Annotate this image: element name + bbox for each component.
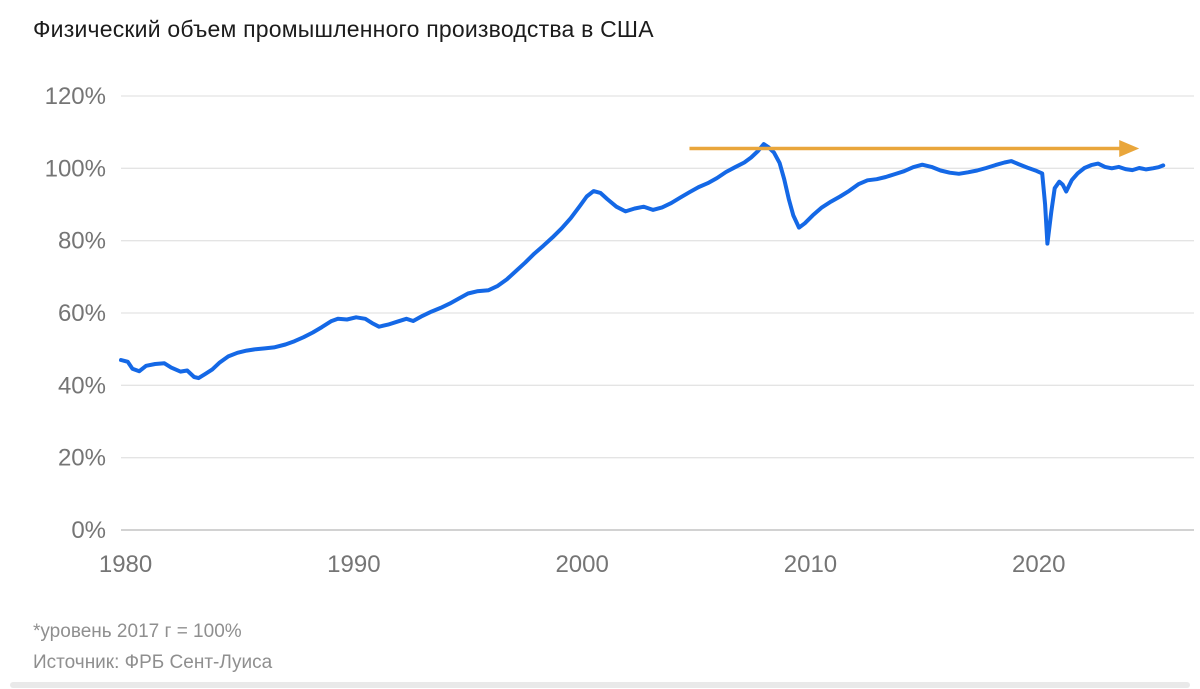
x-axis-tick-label: 2020 [1012,551,1065,578]
footnote-source: Источник: ФРБ Сент-Луиса [33,652,273,673]
y-axis-tick-label: 40% [58,372,106,399]
horizontal-scrollbar[interactable] [10,682,1190,688]
footnote-base-level: *уровень 2017 г = 100% [33,621,242,642]
y-axis-tick-label: 60% [58,300,106,327]
y-axis-tick-label: 0% [71,517,106,544]
y-axis-tick-label: 120% [45,83,106,110]
x-axis-tick-label: 2000 [555,551,608,578]
production-line [119,142,1166,381]
chart-title: Физический объем промышленного производс… [33,16,654,42]
x-axis-tick-label: 1990 [327,551,380,578]
y-axis-tick-label: 20% [58,445,106,472]
y-axis-tick-label: 80% [58,228,106,255]
y-axis-tick-label: 100% [45,155,106,182]
peak-level-arrow-head [1119,139,1140,157]
x-axis-tick-label: 1980 [99,551,152,578]
x-axis-tick-label: 2010 [784,551,837,578]
